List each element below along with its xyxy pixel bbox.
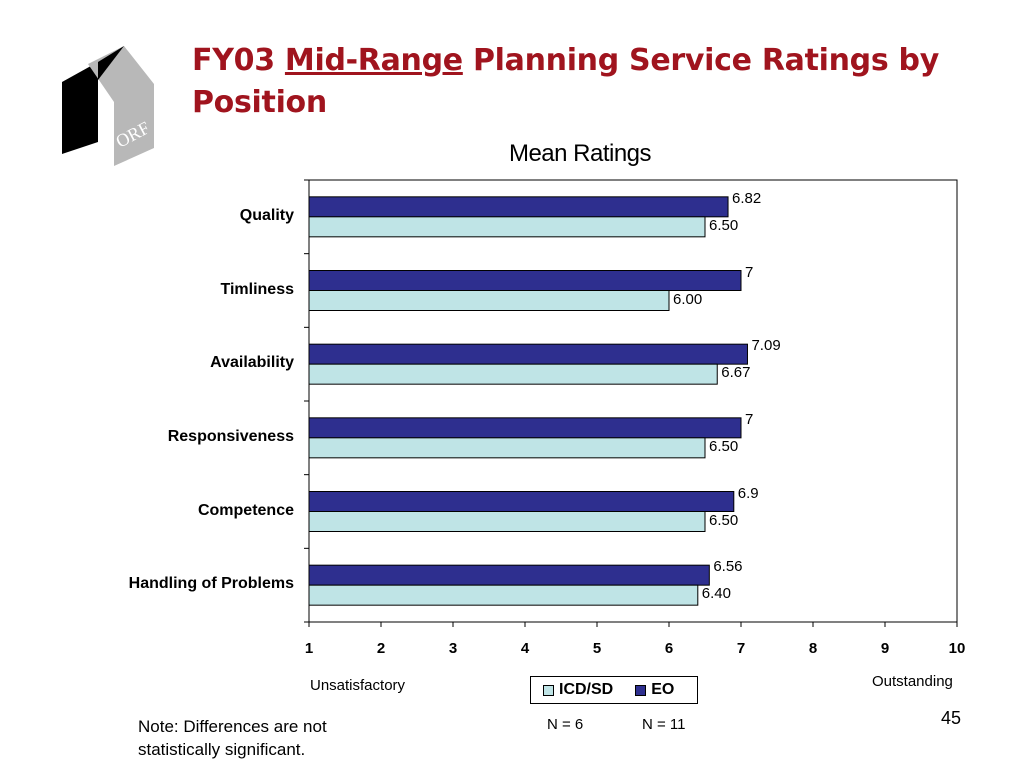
bar-eo bbox=[308, 270, 742, 291]
orf-logo: ORF bbox=[62, 46, 154, 166]
bar-icd-sd bbox=[308, 584, 699, 606]
bar-eo bbox=[308, 491, 735, 512]
footnote-line-2: statistically significant. bbox=[138, 740, 306, 759]
n-eo: N = 11 bbox=[642, 716, 686, 733]
category-label: Responsiveness bbox=[167, 427, 294, 445]
x-tick-label: 3 bbox=[448, 640, 458, 657]
title-suffix: Planning Service Ratings by Position bbox=[192, 43, 939, 120]
title-underlined: Mid-Range bbox=[284, 43, 463, 78]
data-label: 6.00 bbox=[673, 290, 703, 308]
data-label: 6.82 bbox=[732, 189, 762, 207]
data-label: 6.56 bbox=[713, 558, 743, 576]
bar-eo bbox=[308, 343, 748, 365]
data-label: 6.9 bbox=[737, 484, 759, 502]
page-number: 45 bbox=[941, 708, 962, 728]
x-tick-label: 9 bbox=[880, 640, 890, 657]
x-tick-label: 5 bbox=[592, 640, 602, 657]
data-label: 7.09 bbox=[751, 337, 781, 355]
category-label: Timliness bbox=[220, 280, 294, 298]
x-tick-label: 2 bbox=[376, 640, 386, 657]
bar-icd-sd bbox=[308, 290, 670, 311]
x-tick-label: 4 bbox=[520, 640, 530, 657]
plot-frame bbox=[308, 179, 958, 623]
bar-icd-sd bbox=[308, 511, 706, 532]
footnote: Note: Differences are not statistically … bbox=[138, 715, 327, 761]
data-label: 6.50 bbox=[709, 216, 739, 234]
slide-title: FY03 Mid-Range Planning Service Ratings … bbox=[192, 40, 992, 124]
bar-eo bbox=[308, 196, 729, 218]
bar-eo bbox=[308, 417, 742, 439]
data-label: 7 bbox=[745, 263, 754, 281]
category-label: Quality bbox=[239, 206, 294, 224]
x-tick-label: 10 bbox=[948, 640, 966, 657]
legend-label-icd-sd: ICD/SD bbox=[559, 681, 614, 698]
chart-legend: ICD/SD EO bbox=[530, 676, 698, 704]
category-label: Handling of Problems bbox=[128, 575, 294, 593]
x-tick-label: 1 bbox=[304, 640, 314, 657]
data-label: 7 bbox=[745, 410, 754, 428]
data-label: 6.50 bbox=[709, 511, 739, 529]
x-tick-label: 7 bbox=[736, 640, 746, 657]
bar-icd-sd bbox=[308, 216, 706, 238]
legend-swatch-eo bbox=[635, 684, 647, 696]
data-label: 6.67 bbox=[721, 364, 751, 382]
category-label: Availability bbox=[210, 354, 294, 372]
legend-item-eo: EO bbox=[635, 681, 674, 699]
title-prefix: FY03 bbox=[192, 43, 275, 78]
chart-title: Mean Ratings bbox=[508, 140, 652, 167]
scale-low-label: Unsatisfactory bbox=[310, 677, 406, 694]
footnote-line-1: Note: Differences are not bbox=[138, 717, 327, 736]
x-tick-label: 6 bbox=[664, 640, 674, 657]
legend-label-eo: EO bbox=[651, 681, 675, 698]
scale-high-label: Outstanding bbox=[872, 673, 953, 690]
bar-icd-sd bbox=[308, 437, 706, 459]
legend-item-icd-sd: ICD/SD bbox=[543, 681, 613, 699]
data-label: 6.50 bbox=[709, 437, 739, 455]
category-label: Competence bbox=[197, 501, 294, 519]
bar-icd-sd bbox=[308, 363, 718, 385]
data-label: 6.40 bbox=[701, 585, 731, 603]
x-tick-label: 8 bbox=[808, 640, 818, 657]
n-icd-sd: N = 6 bbox=[547, 716, 584, 733]
bar-eo bbox=[308, 564, 710, 586]
legend-swatch-icd-sd bbox=[543, 684, 554, 696]
